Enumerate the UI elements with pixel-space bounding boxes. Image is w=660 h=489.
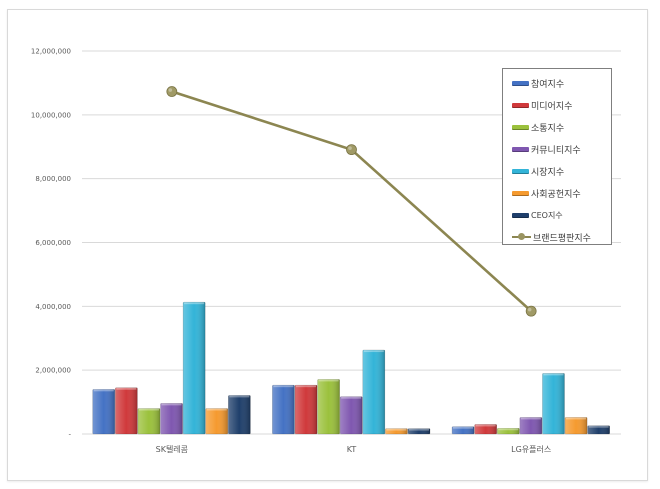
bar bbox=[317, 379, 340, 435]
color-swatch-icon bbox=[512, 124, 529, 130]
bar bbox=[542, 373, 565, 435]
bar bbox=[451, 426, 475, 435]
legend-item: 브랜드평판지수 bbox=[503, 226, 611, 248]
y-tick-label: 4,000,000 bbox=[35, 303, 71, 311]
legend-item: 사회공헌지수 bbox=[503, 182, 611, 204]
bar-series bbox=[92, 301, 610, 435]
legend-label: 브랜드평판지수 bbox=[533, 233, 591, 244]
bar bbox=[182, 301, 206, 435]
bar bbox=[115, 387, 138, 435]
y-tick-label: 6,000,000 bbox=[35, 239, 71, 247]
line-marker bbox=[525, 305, 537, 317]
y-tick-label: - bbox=[68, 431, 71, 439]
y-tick-label: 2,000,000 bbox=[35, 367, 71, 375]
legend-label: 사회공헌지수 bbox=[531, 189, 581, 200]
legend-item: 미디어지수 bbox=[503, 94, 611, 116]
bar bbox=[385, 428, 408, 435]
x-tick-label: KT bbox=[347, 445, 357, 454]
color-swatch-icon bbox=[512, 102, 529, 108]
bar bbox=[587, 425, 610, 435]
x-tick-label: SK텔레콤 bbox=[156, 445, 188, 454]
y-tick-label: 10,000,000 bbox=[31, 111, 71, 119]
legend-label: CEO지수 bbox=[531, 210, 563, 220]
legend-label: 참여지수 bbox=[531, 79, 565, 90]
x-axis: SK텔레콤 KT LG유플러스 bbox=[156, 445, 552, 454]
legend-item: 소통지수 bbox=[503, 116, 611, 138]
bar bbox=[474, 424, 497, 435]
bar bbox=[564, 417, 588, 435]
bar bbox=[294, 384, 318, 435]
color-swatch-icon bbox=[512, 168, 529, 174]
brand-index-line bbox=[171, 90, 533, 313]
x-tick-label: LG유플러스 bbox=[511, 445, 551, 454]
y-tick-label: 8,000,000 bbox=[35, 175, 71, 183]
legend-item: 시장지수 bbox=[503, 160, 611, 182]
line-marker-icon bbox=[512, 233, 531, 241]
bar bbox=[228, 395, 251, 435]
legend-item: 커뮤니티지수 bbox=[503, 138, 611, 160]
legend-item: 참여지수 bbox=[503, 72, 611, 94]
color-swatch-icon bbox=[512, 190, 529, 196]
bar bbox=[339, 396, 363, 435]
y-axis: - 2,000,000 4,000,000 6,000,000 8,000,000 10,… bbox=[31, 48, 72, 439]
bar bbox=[272, 384, 295, 435]
line-marker bbox=[346, 144, 357, 156]
legend-label: 미디어지수 bbox=[531, 101, 573, 112]
legend-label: 시장지수 bbox=[531, 167, 565, 178]
legend-label: 커뮤니티지수 bbox=[531, 145, 581, 156]
color-swatch-icon bbox=[512, 80, 529, 86]
color-swatch-icon bbox=[512, 146, 529, 152]
bar bbox=[92, 389, 116, 435]
legend-label: 소통지수 bbox=[531, 123, 565, 134]
line-marker bbox=[166, 86, 178, 97]
bar bbox=[362, 349, 386, 435]
line-series bbox=[166, 86, 537, 317]
bar bbox=[496, 427, 520, 435]
y-tick-label: 12,000,000 bbox=[31, 48, 71, 56]
bar bbox=[205, 408, 229, 435]
bar bbox=[137, 408, 161, 435]
bar bbox=[519, 417, 543, 435]
bar bbox=[407, 428, 431, 435]
bar bbox=[160, 403, 183, 435]
color-swatch-icon bbox=[512, 212, 529, 218]
legend-item: CEO지수 bbox=[503, 204, 611, 226]
